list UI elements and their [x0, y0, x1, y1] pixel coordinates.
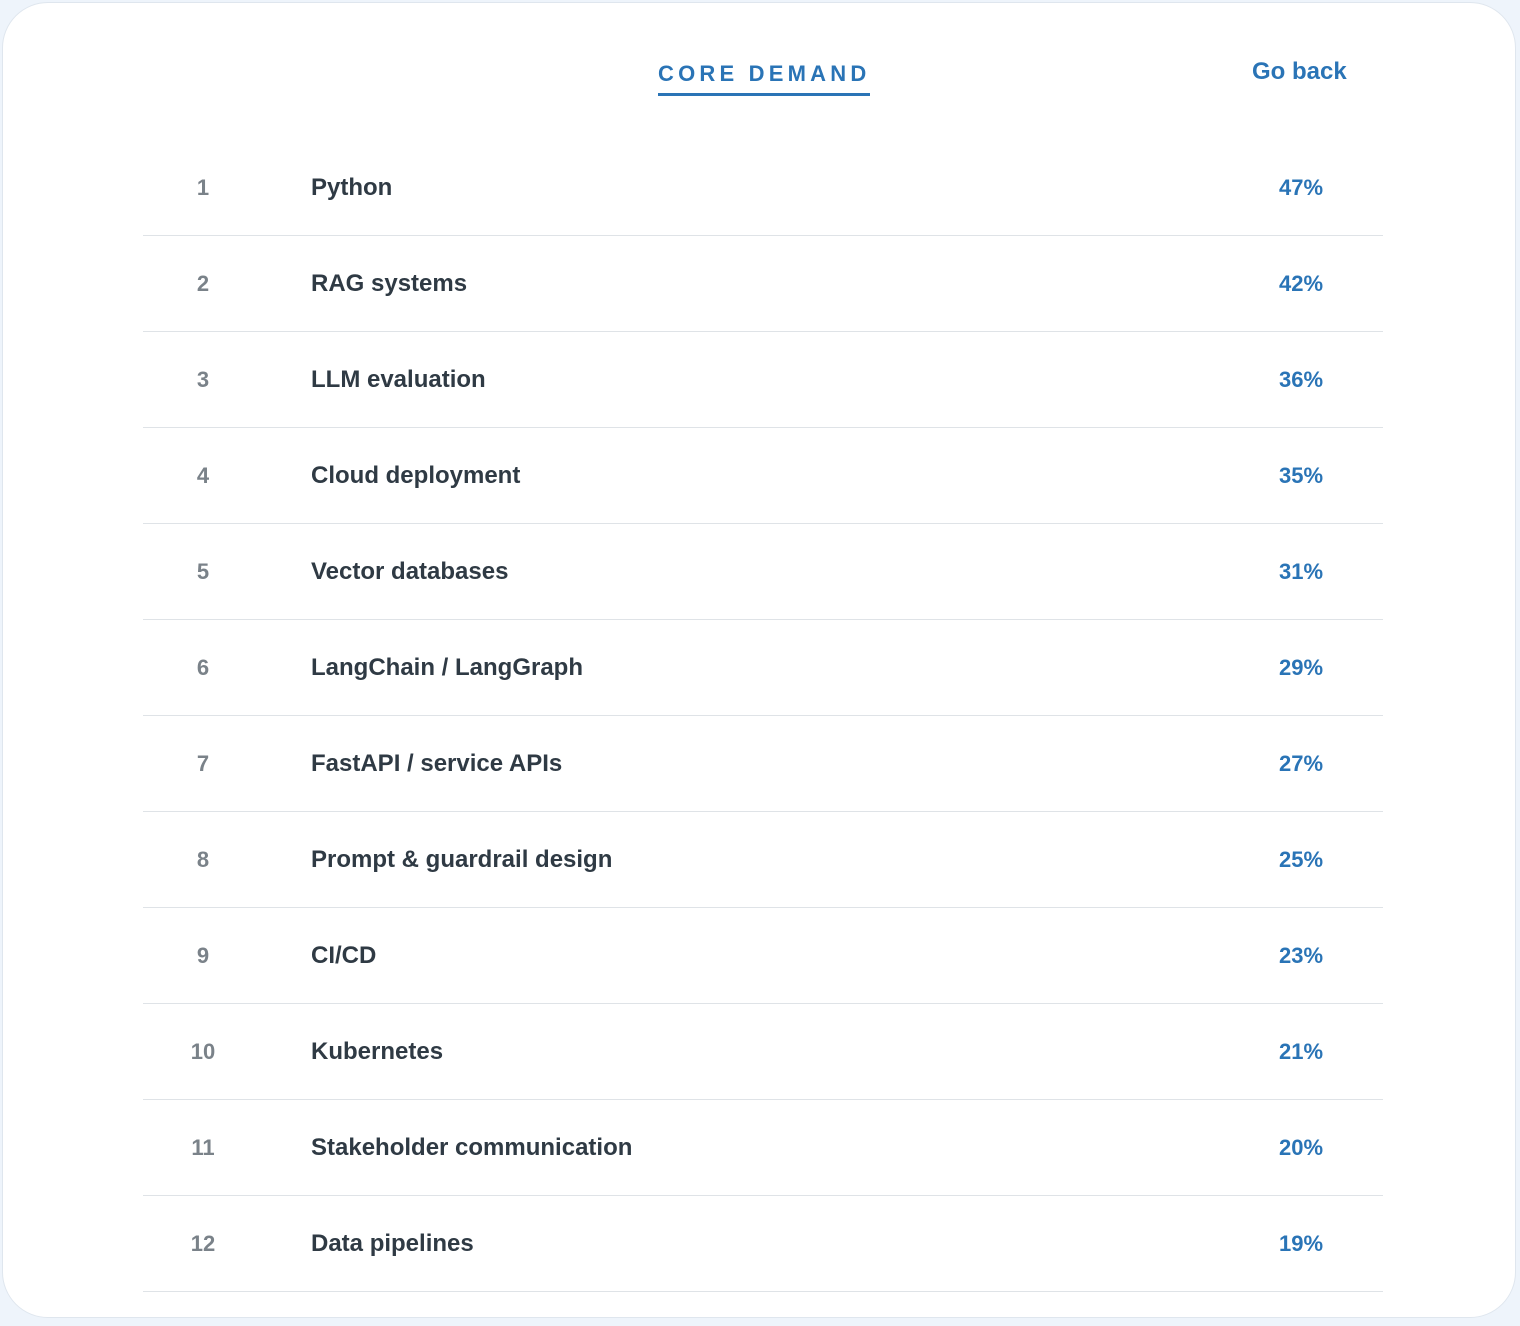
skill-name: FastAPI / service APIs [311, 750, 563, 777]
skill-name: LLM evaluation [311, 366, 486, 393]
rank-number: 4 [196, 463, 210, 488]
list-item: 3 LLM evaluation 36% [143, 332, 1383, 428]
demand-percent: 21% [1278, 1039, 1324, 1064]
rank-number: 9 [196, 943, 210, 968]
rank-number: 7 [196, 751, 210, 776]
rank-number: 8 [196, 847, 210, 872]
core-demand-tab[interactable]: CORE DEMAND [658, 61, 871, 96]
list-item: 7 FastAPI / service APIs 27% [143, 716, 1383, 812]
skill-name: LangChain / LangGraph [311, 654, 584, 681]
rank-number: 3 [196, 367, 210, 392]
demand-percent: 23% [1278, 943, 1324, 968]
list-item: 4 Cloud deployment 35% [143, 428, 1383, 524]
demand-percent: 19% [1278, 1231, 1324, 1256]
list-item: 12 Data pipelines 19% [143, 1196, 1383, 1292]
skill-name: Cloud deployment [311, 462, 521, 489]
demand-percent: 35% [1278, 463, 1324, 488]
skill-name: Python [311, 174, 393, 201]
demand-percent: 42% [1278, 271, 1324, 296]
list-item: 2 RAG systems 42% [143, 236, 1383, 332]
skill-name: Data pipelines [311, 1230, 474, 1257]
demand-percent: 20% [1278, 1135, 1324, 1160]
demand-percent: 47% [1278, 175, 1324, 200]
list-item: 1 Python 47% [143, 140, 1383, 236]
skill-name: CI/CD [311, 942, 377, 969]
rank-number: 6 [196, 655, 210, 680]
skills-ranking-list: 1 Python 47% 2 RAG systems 42% 3 LLM eva… [143, 140, 1383, 1292]
demand-percent: 27% [1278, 751, 1324, 776]
demand-percent: 29% [1278, 655, 1324, 680]
rank-number: 2 [196, 271, 210, 296]
skill-name: Vector databases [311, 558, 509, 585]
skill-name: Kubernetes [311, 1038, 444, 1065]
rank-number: 1 [196, 175, 210, 200]
skill-name: Stakeholder communication [311, 1134, 633, 1161]
list-item: 5 Vector databases 31% [143, 524, 1383, 620]
demand-percent: 25% [1278, 847, 1324, 872]
list-item: 11 Stakeholder communication 20% [143, 1100, 1383, 1196]
rank-number: 11 [191, 1135, 215, 1160]
demand-percent: 31% [1278, 559, 1324, 584]
list-item: 8 Prompt & guardrail design 25% [143, 812, 1383, 908]
rank-number: 12 [190, 1231, 216, 1256]
list-item: 6 LangChain / LangGraph 29% [143, 620, 1383, 716]
list-item: 10 Kubernetes 21% [143, 1004, 1383, 1100]
skill-name: Prompt & guardrail design [311, 846, 613, 873]
go-back-link[interactable]: Go back [1252, 58, 1347, 85]
rank-number: 10 [190, 1039, 216, 1064]
rank-number: 5 [196, 559, 210, 584]
list-item: 9 CI/CD 23% [143, 908, 1383, 1004]
skill-name: RAG systems [311, 270, 468, 297]
demand-percent: 36% [1278, 367, 1324, 392]
